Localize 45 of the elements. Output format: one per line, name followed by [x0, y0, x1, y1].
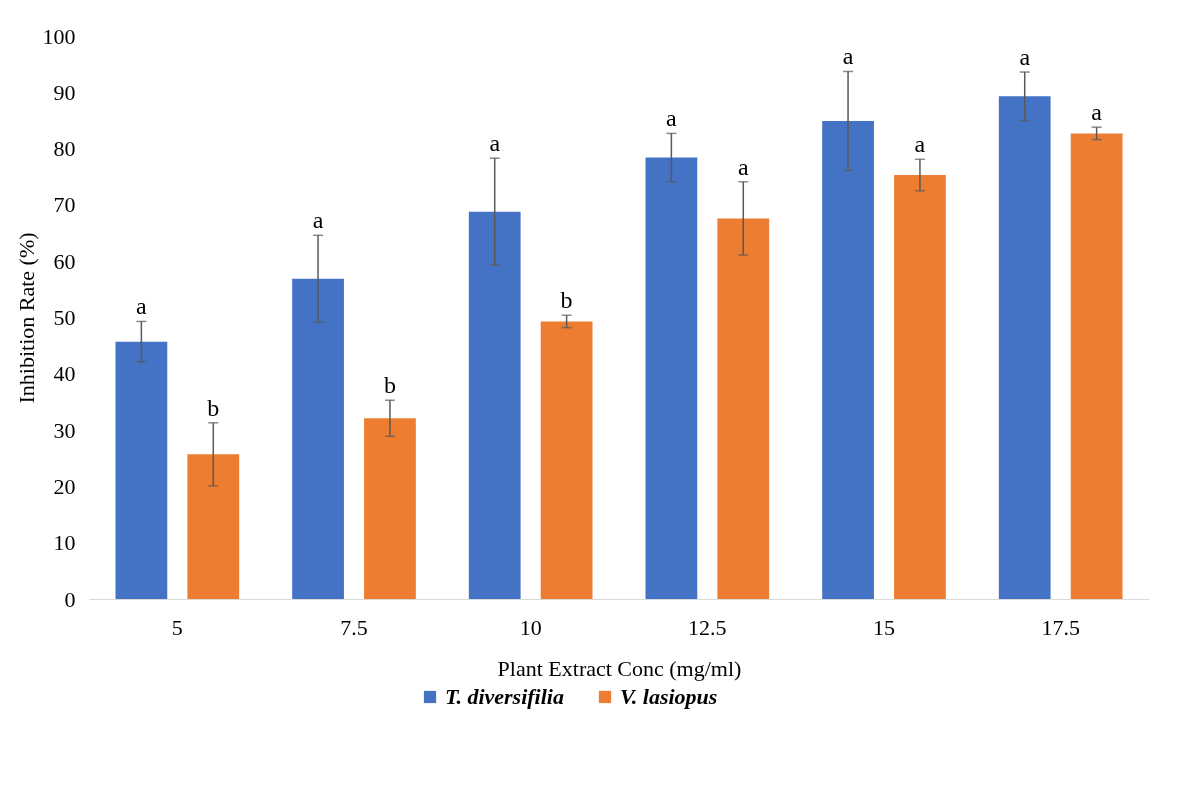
y-tick-label: 30	[53, 417, 76, 443]
bar	[717, 218, 770, 599]
y-tick-label: 70	[53, 192, 76, 218]
bar	[292, 278, 344, 599]
bar	[187, 454, 240, 599]
bar	[468, 211, 521, 599]
data-label: a	[666, 105, 678, 132]
bar	[364, 418, 416, 599]
x-tick-label: 7.5	[340, 614, 368, 640]
x-tick-label: 17.5	[1041, 614, 1080, 640]
bar	[998, 96, 1051, 599]
legend-label: T. diversifilia	[445, 684, 564, 709]
y-tick-label: 60	[53, 248, 76, 274]
x-axis-title: Plant Extract Conc (mg/ml)	[497, 655, 742, 681]
x-tick-label: 5	[171, 614, 183, 640]
y-tick-label: 20	[53, 473, 76, 499]
y-tick-label: 90	[53, 79, 76, 105]
y-axis-title: Inhibition Rate (%)	[13, 232, 39, 404]
data-label: a	[136, 293, 148, 320]
x-tick-label: 15	[873, 614, 895, 640]
data-label: a	[489, 130, 501, 157]
bar	[645, 157, 698, 599]
data-label: a	[1019, 44, 1031, 71]
y-tick-label: 80	[53, 136, 76, 162]
bar	[822, 121, 874, 599]
legend-label: V. lasiopus	[620, 684, 718, 709]
data-label: a	[312, 207, 324, 234]
x-tick-label: 10	[519, 614, 542, 640]
data-label: a	[1091, 99, 1103, 126]
data-label: b	[560, 287, 573, 314]
y-tick-label: 0	[64, 586, 76, 612]
y-tick-label: 100	[42, 23, 76, 49]
data-label: a	[914, 131, 926, 158]
data-label: b	[207, 394, 220, 421]
bar	[115, 341, 168, 599]
y-tick-label: 40	[53, 361, 76, 387]
bar	[894, 175, 946, 599]
bar	[540, 321, 593, 599]
y-tick-label: 10	[53, 530, 76, 556]
data-label: a	[737, 153, 749, 180]
y-tick-label: 50	[53, 305, 76, 330]
bar	[1070, 133, 1123, 599]
data-label: b	[383, 372, 396, 399]
x-tick-label: 12.5	[688, 614, 727, 640]
data-label: a	[842, 43, 854, 70]
